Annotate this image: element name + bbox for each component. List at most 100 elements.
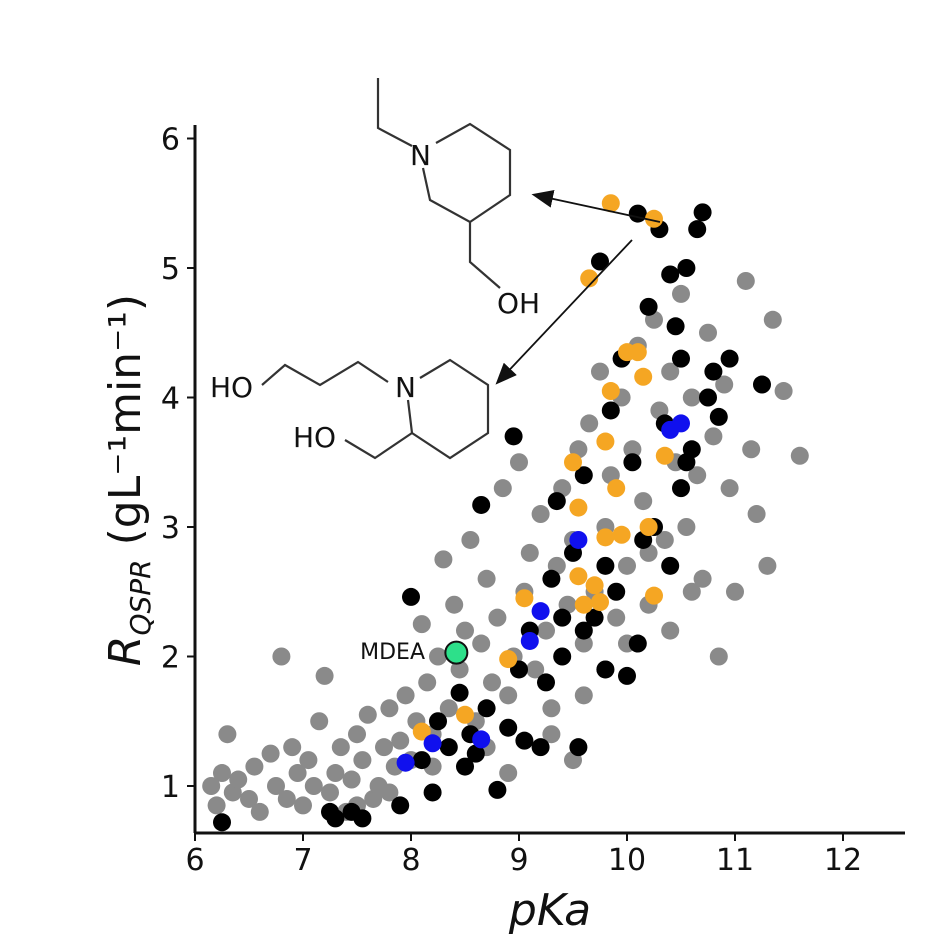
data-point-gray	[380, 699, 399, 718]
data-point-orange	[515, 589, 534, 608]
data-point-black	[456, 757, 474, 776]
data-point-gray	[461, 530, 480, 549]
data-point-gray	[682, 388, 701, 407]
data-point-black	[353, 809, 372, 828]
data-point-black	[661, 265, 680, 284]
y-tick-label: 6	[161, 123, 180, 158]
y-axis-title-main: R	[100, 636, 151, 667]
data-point-black	[504, 427, 523, 446]
data-point-gray	[418, 673, 437, 692]
data-point-gray	[499, 764, 518, 783]
data-point-orange	[634, 367, 653, 386]
data-point-gray	[672, 284, 690, 303]
data-point-black	[601, 401, 620, 420]
data-point-green	[444, 640, 469, 665]
data-point-black	[661, 556, 680, 575]
data-point-orange	[601, 382, 620, 401]
data-point-black	[704, 362, 723, 381]
data-point-gray	[353, 751, 372, 770]
data-point-orange	[499, 650, 518, 669]
data-point-gray	[537, 621, 555, 640]
data-point-gray	[574, 686, 593, 705]
data-point-black	[677, 259, 696, 277]
data-point-black	[515, 731, 534, 750]
data-point-gray	[472, 634, 491, 653]
data-point-orange	[580, 269, 599, 288]
x-tick-label: 8	[401, 843, 420, 878]
data-point-gray	[623, 440, 642, 459]
data-point-gray	[763, 310, 782, 329]
data-point-gray	[342, 770, 361, 789]
molecule-2-chain	[261, 360, 389, 387]
data-point-black	[326, 809, 345, 828]
data-point-gray	[499, 686, 518, 705]
data-point-gray	[726, 582, 744, 601]
molecule-2-ring	[406, 358, 490, 460]
data-point-gray	[304, 777, 323, 795]
data-point-black	[553, 608, 572, 627]
data-point-gray	[580, 414, 599, 433]
data-point-gray	[294, 796, 312, 815]
data-point-gray	[493, 479, 512, 498]
data-point-gray	[655, 530, 674, 549]
data-point-orange	[596, 432, 615, 451]
data-point-gray	[693, 569, 712, 588]
data-point-gray	[574, 634, 593, 653]
data-point-blue	[396, 753, 415, 772]
data-point-gray	[326, 764, 345, 783]
arrow-to-molecule-2	[495, 239, 633, 385]
data-point-orange	[564, 453, 582, 472]
data-point-black	[628, 634, 647, 653]
y-tick-label: 1	[161, 770, 180, 805]
data-point-black	[666, 317, 685, 336]
data-point-black	[607, 582, 626, 601]
data-point-black	[574, 466, 593, 485]
molecule-2-HO-top: HO	[210, 371, 253, 404]
data-point-black	[585, 608, 604, 627]
data-point-black	[477, 699, 496, 718]
data-point-gray	[396, 686, 415, 705]
data-point-gray	[267, 777, 285, 795]
data-point-gray	[288, 764, 307, 783]
data-point-gray	[542, 725, 561, 744]
data-point-black	[672, 349, 690, 368]
data-point-gray	[456, 621, 474, 640]
data-point-black	[531, 738, 550, 757]
data-point-gray	[736, 271, 755, 290]
data-point-orange	[628, 343, 647, 362]
x-ticks: 6 7 8 9 10 11 12	[185, 833, 862, 878]
data-point-gray	[758, 556, 777, 575]
data-point-gray	[742, 440, 761, 459]
data-point-gray	[348, 725, 366, 744]
data-point-gray	[429, 647, 447, 666]
data-point-gray	[688, 466, 707, 485]
data-point-blue	[531, 602, 550, 621]
x-tick-label: 9	[509, 843, 528, 878]
data-point-orange	[412, 722, 431, 741]
data-point-gray	[618, 556, 636, 575]
data-point-black	[569, 738, 588, 757]
data-point-black	[429, 712, 447, 731]
y-tick-label: 3	[161, 511, 180, 546]
x-tick-label: 11	[716, 843, 754, 878]
molecule-2-HO-bottom: HO	[293, 421, 336, 454]
data-point-orange	[569, 567, 588, 586]
data-point-orange	[456, 705, 474, 724]
data-point-black	[472, 495, 491, 514]
y-axis-title-sub: QSPR	[124, 559, 157, 635]
molecule-1-N: N	[410, 139, 431, 172]
data-point-black	[672, 479, 690, 498]
x-tick-label: 7	[293, 843, 312, 878]
data-point-gray	[720, 479, 739, 498]
x-axis-title: pKa	[508, 885, 591, 936]
data-point-gray	[375, 738, 393, 757]
data-point-gray	[790, 446, 809, 465]
data-point-gray	[202, 777, 221, 795]
data-point-black	[537, 673, 555, 692]
data-point-gray	[715, 375, 734, 394]
data-point-orange	[574, 595, 593, 614]
data-point-orange	[585, 576, 604, 595]
data-point-gray	[272, 647, 291, 666]
x-tick-label: 10	[608, 843, 646, 878]
data-point-orange	[645, 209, 663, 228]
